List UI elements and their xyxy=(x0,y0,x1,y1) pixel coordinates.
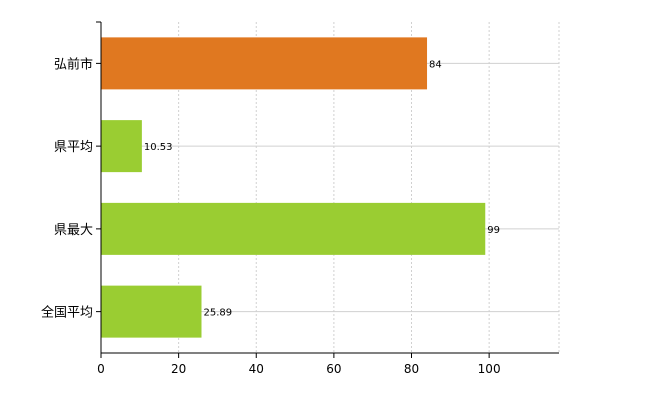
bar xyxy=(101,37,428,90)
category-label: 全国平均 xyxy=(41,305,93,321)
category-label: 県平均 xyxy=(54,140,93,155)
x-tick-label: 100 xyxy=(478,362,501,376)
category-label: 弘前市 xyxy=(54,56,93,72)
x-tick-label: 80 xyxy=(404,362,419,376)
data-label: 84 xyxy=(429,59,442,70)
bar xyxy=(101,120,142,173)
bar xyxy=(101,202,486,255)
data-label: 99 xyxy=(487,225,500,236)
data-label: 25.89 xyxy=(203,308,232,319)
x-tick-label: 40 xyxy=(249,362,264,376)
x-tick-label: 20 xyxy=(171,362,186,376)
data-label: 10.53 xyxy=(144,142,173,153)
x-tick-label: 60 xyxy=(326,362,341,376)
bar xyxy=(101,285,202,338)
x-tick-label: 0 xyxy=(97,362,105,376)
category-label: 県最大 xyxy=(54,223,93,238)
